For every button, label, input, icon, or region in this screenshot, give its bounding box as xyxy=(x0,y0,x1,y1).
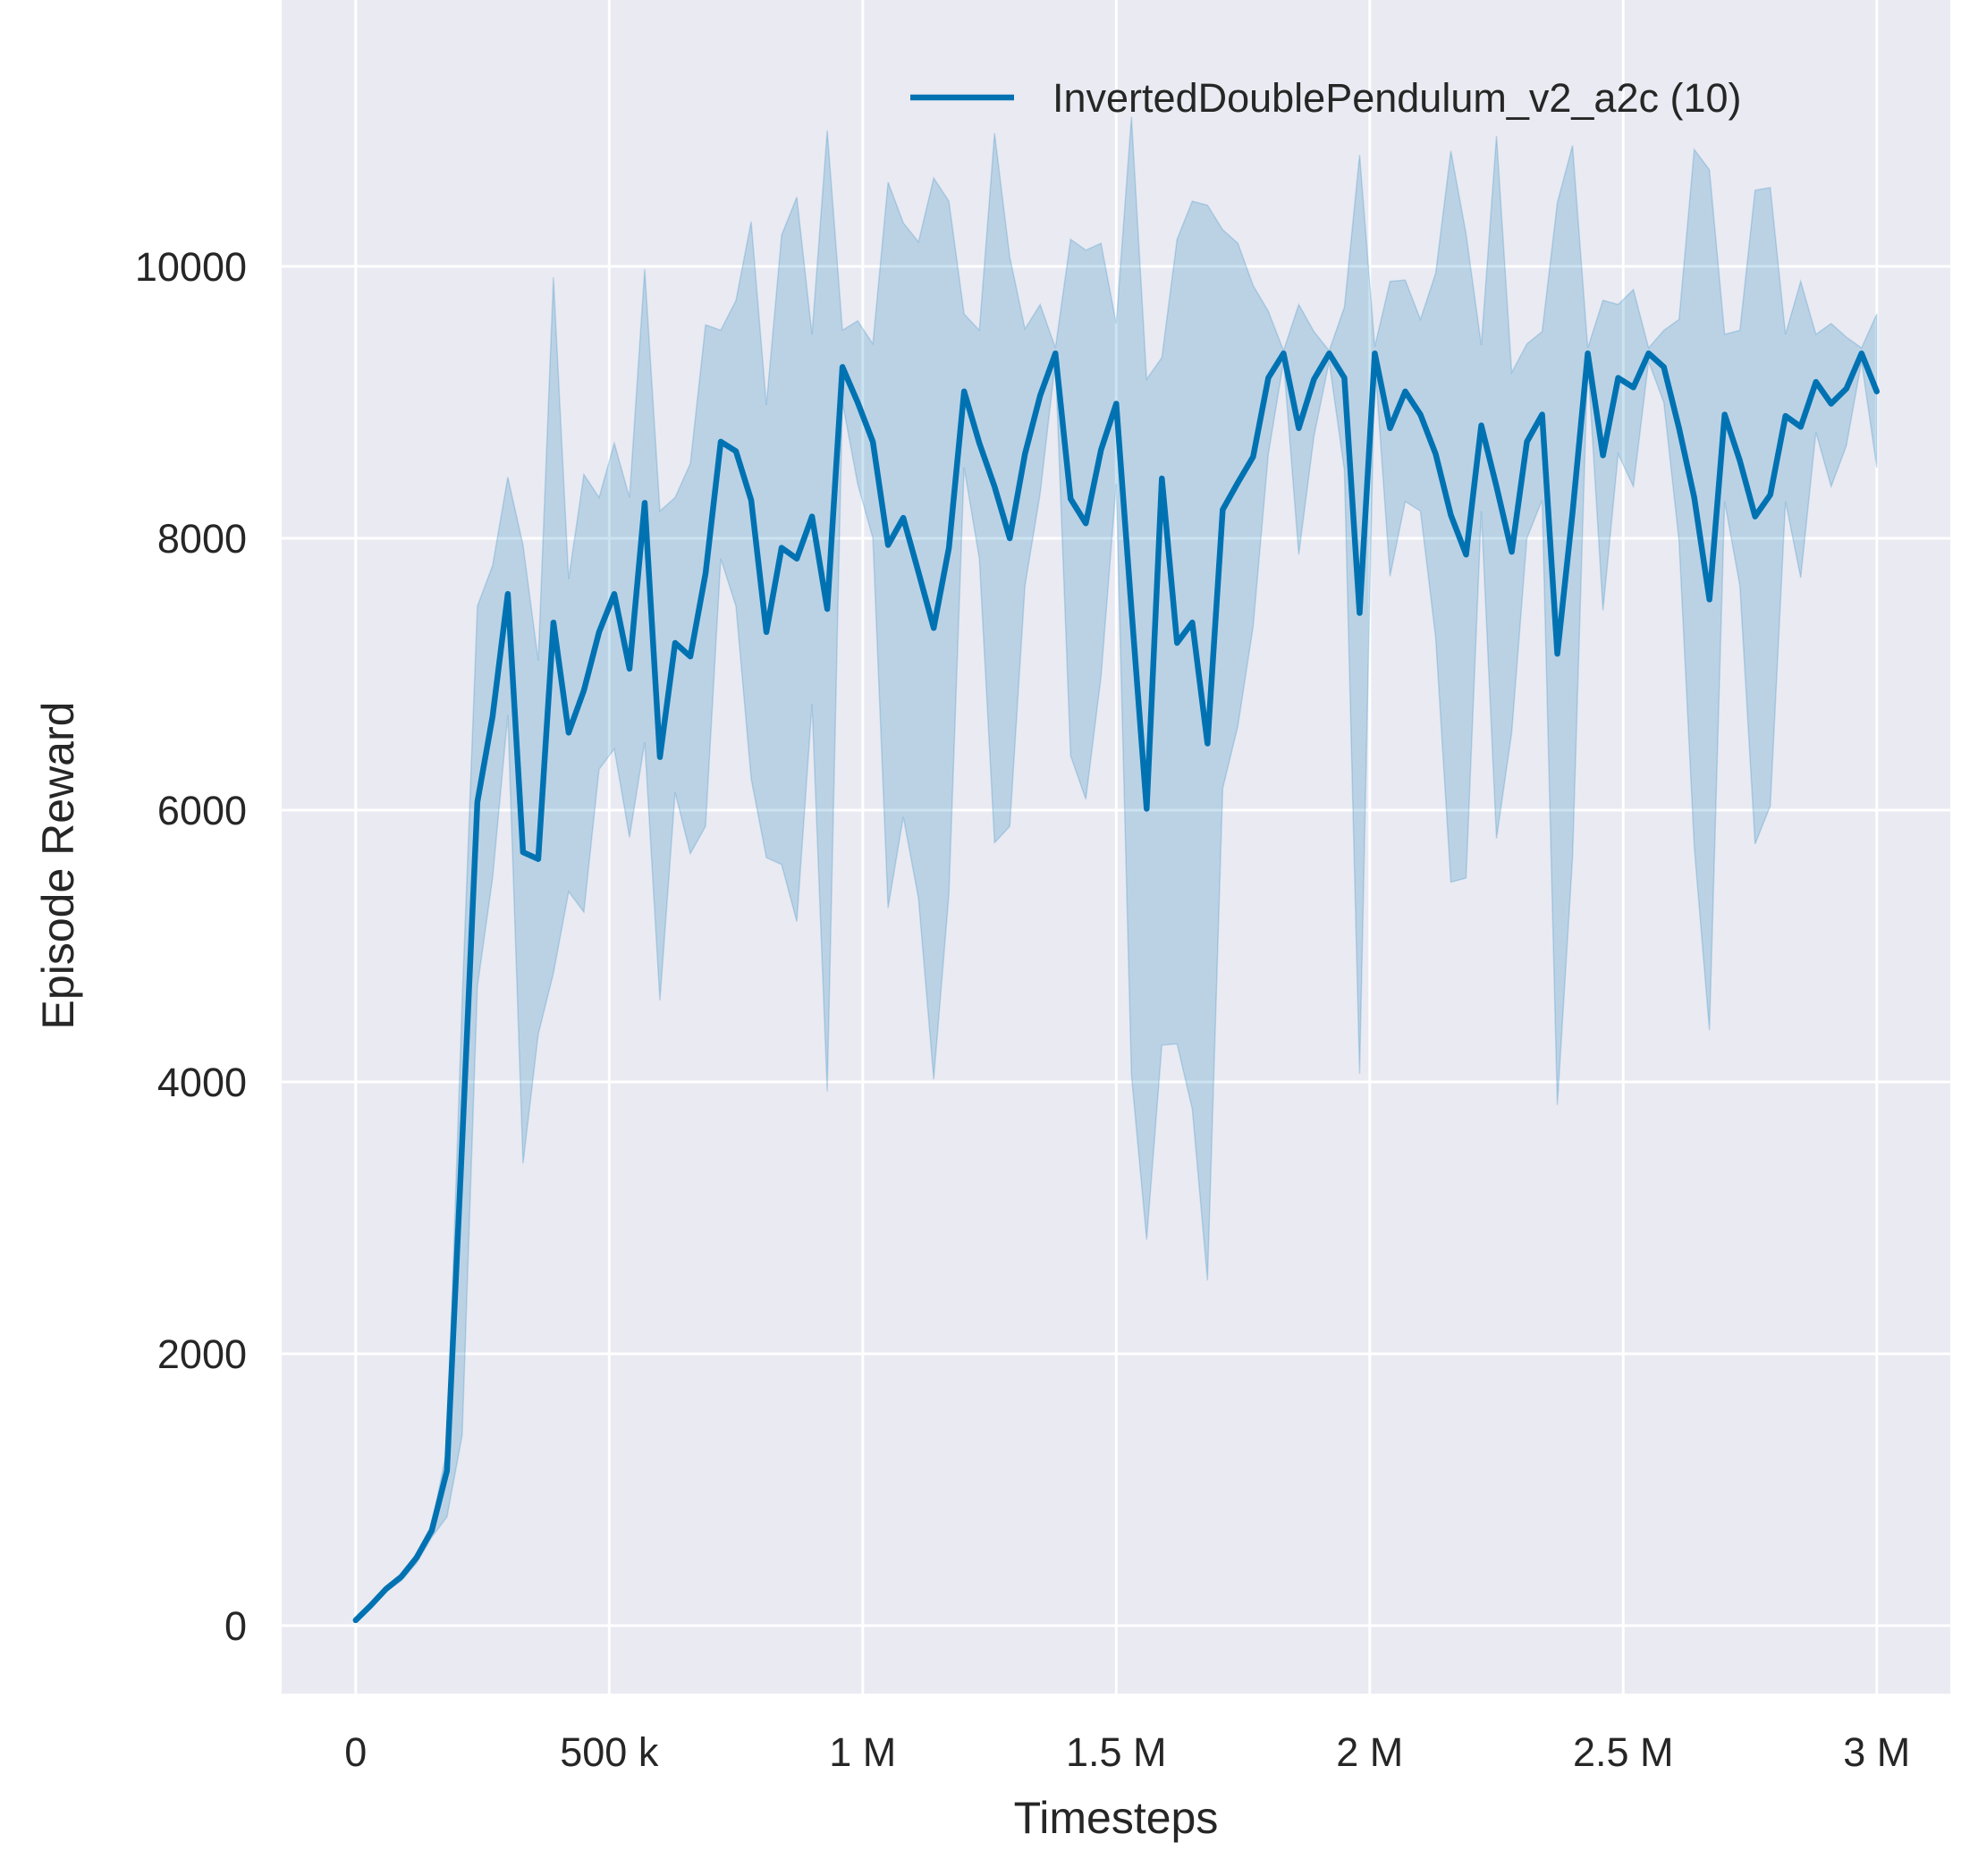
y-tick-label: 4000 xyxy=(157,1060,247,1105)
x-tick-label: 2.5 M xyxy=(1573,1729,1674,1775)
x-tick-label: 1 M xyxy=(829,1729,896,1775)
y-tick-label: 2000 xyxy=(157,1331,247,1377)
y-tick-label: 6000 xyxy=(157,788,247,833)
grid xyxy=(282,0,1950,1694)
x-tick-label: 0 xyxy=(344,1729,367,1775)
x-tick-label: 2 M xyxy=(1336,1729,1403,1775)
legend: InvertedDoublePendulum_v2_a2c (10) xyxy=(910,75,1742,121)
legend-label: InvertedDoublePendulum_v2_a2c (10) xyxy=(1052,75,1742,121)
x-axis-ticks: 0 500 k 1 M 1.5 M 2 M 2.5 M 3 M xyxy=(344,1729,1910,1775)
x-tick-label: 3 M xyxy=(1843,1729,1910,1775)
y-axis-ticks: 0 2000 4000 6000 8000 10000 xyxy=(135,244,247,1649)
y-tick-label: 10000 xyxy=(135,244,247,290)
x-tick-label: 500 k xyxy=(560,1729,659,1775)
y-tick-label: 8000 xyxy=(157,516,247,562)
x-axis-label: Timesteps xyxy=(1014,1793,1219,1843)
y-axis-label: Episode Reward xyxy=(33,702,83,1030)
y-tick-label: 0 xyxy=(224,1603,247,1649)
series-lines xyxy=(352,350,1881,1624)
x-tick-label: 1.5 M xyxy=(1066,1729,1167,1775)
mean-reward-line xyxy=(352,350,1881,1624)
